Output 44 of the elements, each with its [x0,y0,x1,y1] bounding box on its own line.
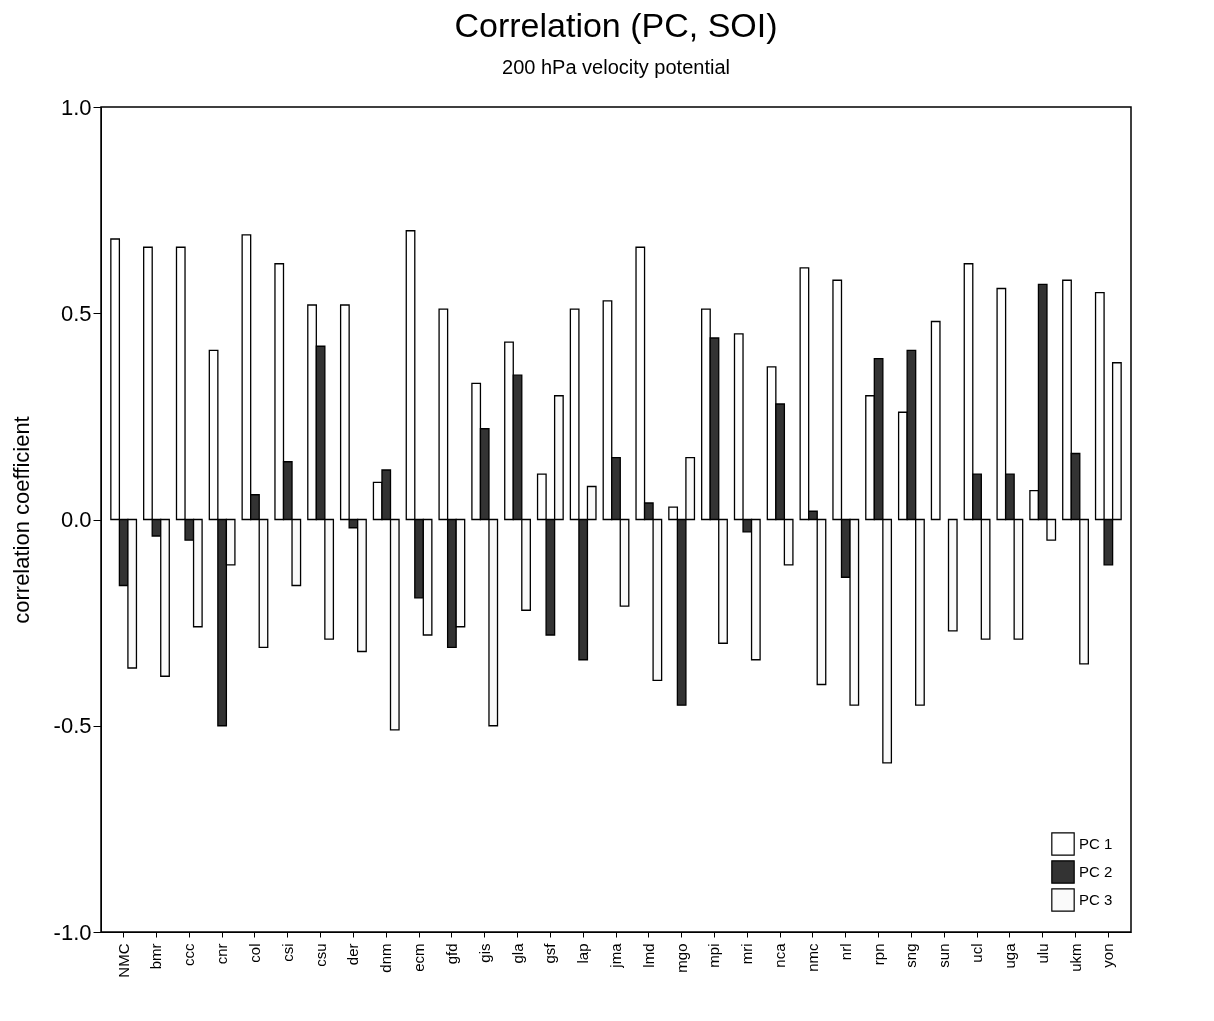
y-tick-label: -1.0 [53,919,92,945]
x-tick-label: csu [311,943,329,967]
bar [930,320,941,521]
x-tick-label: sng [902,943,920,968]
x-tick-label: ecm [410,943,428,972]
x-tick-label: csi [278,943,296,962]
x-tick-label: cnr [213,943,231,965]
x-tick-label: gsf [541,942,559,964]
x-tick-label: gfd [442,943,460,965]
x-tick-label: col [245,943,263,963]
x-tick-label: bmr [147,943,165,970]
chart-title: Correlation (PC, SOI) [454,6,778,44]
y-tick-label: -0.5 [53,713,92,739]
x-tick-label: mpi [705,943,723,968]
legend-label: PC 2 [1079,863,1113,880]
x-tick-label: sun [935,943,953,968]
x-tick-label: gis [475,943,493,963]
x-tick-label: ulu [1033,943,1051,964]
x-tick-label: rpn [869,943,887,966]
y-axis-title: correlation coefficient [8,416,34,624]
y-tick-label: 0.0 [60,507,92,532]
y-tick-label: 1.0 [60,94,92,120]
x-tick-label: mgo [672,943,690,973]
x-tick-label: mri [738,943,756,965]
x-tick-label: lap [574,943,592,964]
legend-label: PC 1 [1079,835,1113,852]
x-tick-label: ccc [180,943,198,966]
x-tick-label: nrl [836,943,854,961]
x-tick-label: nca [771,942,789,968]
x-tick-label: der [344,943,362,966]
y-tick-label: 0.5 [60,300,92,326]
x-tick-label: yon [1099,943,1117,968]
x-tick-label: lmd [639,943,657,968]
x-tick-label: dnm [377,943,395,973]
x-tick-label: NMC [114,943,132,978]
x-tick-label: uga [1000,942,1018,969]
x-tick-label: nmc [803,943,821,972]
x-tick-label: ukm [1066,943,1084,972]
x-tick-label: jma [607,942,624,969]
bar [947,518,958,632]
chart-subtitle: 200 hPa velocity potential [502,56,730,78]
x-tick-label: ucl [968,943,986,963]
legend-label: PC 3 [1079,891,1113,908]
x-tick-label: gla [508,942,526,964]
